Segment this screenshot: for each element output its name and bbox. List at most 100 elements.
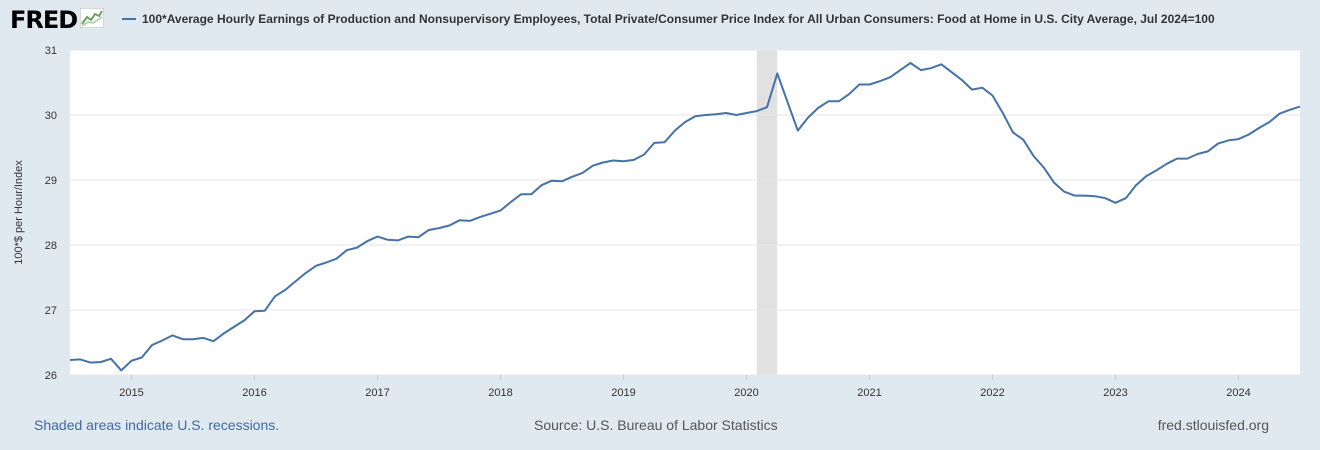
data-point (664, 141, 666, 143)
data-point (448, 225, 450, 227)
data-point (489, 213, 491, 215)
data-point (69, 359, 71, 361)
data-point (951, 71, 953, 73)
data-point (182, 338, 184, 340)
data-point (971, 89, 973, 91)
site-link[interactable]: fred.stlouisfed.org (1157, 417, 1269, 433)
data-point (469, 220, 471, 222)
data-point (1094, 195, 1096, 197)
data-point (1135, 184, 1137, 186)
data-point (653, 142, 655, 144)
data-point (582, 172, 584, 174)
data-point (787, 101, 789, 103)
data-point (500, 210, 502, 212)
data-point (161, 340, 163, 342)
data-point (981, 87, 983, 89)
data-point (438, 227, 440, 229)
data-point (79, 358, 81, 360)
data-point (858, 83, 860, 85)
data-point (1053, 182, 1055, 184)
data-point (1125, 197, 1127, 199)
data-point (1197, 153, 1199, 155)
data-point (828, 100, 830, 102)
y-axis-label: 100*$ per Hour/Index (13, 160, 25, 265)
data-point (869, 83, 871, 85)
data-point (1258, 127, 1260, 129)
data-point (346, 249, 348, 251)
header: FRED 100*Average Hourly Earnings of Prod… (0, 0, 1320, 40)
data-point (715, 113, 717, 115)
data-point (479, 216, 481, 218)
x-tick-label: 2016 (242, 387, 266, 399)
data-point (725, 112, 727, 114)
data-point (1166, 163, 1168, 165)
data-point (459, 219, 461, 221)
x-tick-label: 2018 (488, 387, 512, 399)
data-point (541, 184, 543, 186)
y-tick-label: 30 (45, 110, 57, 122)
data-point (684, 121, 686, 123)
data-point (623, 160, 625, 162)
source-note: Source: U.S. Bureau of Labor Statistics (534, 417, 778, 433)
data-point (551, 180, 553, 182)
data-point (1012, 132, 1014, 134)
data-point (1002, 112, 1004, 114)
data-point (377, 236, 379, 238)
data-point (1207, 150, 1209, 152)
data-point (612, 160, 614, 162)
data-point (1084, 195, 1086, 197)
data-point (213, 340, 215, 342)
data-point (1186, 158, 1188, 160)
data-point (172, 334, 174, 336)
x-tick-label: 2017 (365, 387, 389, 399)
legend-label: 100*Average Hourly Earnings of Productio… (142, 12, 1215, 26)
data-point (336, 258, 338, 260)
data-point (1268, 121, 1270, 123)
data-point (1176, 158, 1178, 160)
data-point (899, 69, 901, 71)
y-tick-label: 26 (45, 370, 57, 382)
data-point (1033, 155, 1035, 157)
data-point (202, 337, 204, 339)
x-tick-label: 2015 (119, 387, 143, 399)
data-point (848, 93, 850, 95)
y-tick-label: 29 (45, 175, 57, 187)
data-point (510, 201, 512, 203)
data-point (838, 100, 840, 102)
data-point (530, 193, 532, 195)
y-tick-label: 28 (45, 240, 57, 252)
data-point (131, 360, 133, 362)
data-point (356, 247, 358, 249)
data-point (633, 159, 635, 161)
data-point (746, 112, 748, 114)
line-chart: 26 27 28 29 30 31 2015 2016 2017 2018 2019 2020 2021… (13, 45, 1301, 399)
data-point (141, 356, 143, 358)
data-point (120, 369, 122, 371)
data-point (756, 110, 758, 112)
data-point (520, 193, 522, 195)
x-tick-label: 2023 (1103, 387, 1127, 399)
series-line (69, 62, 1301, 372)
data-point (387, 239, 389, 241)
data-point (100, 361, 102, 363)
data-point (797, 130, 799, 132)
x-tick-label: 2019 (611, 387, 635, 399)
legend-swatch (122, 18, 136, 20)
data-point (674, 130, 676, 132)
y-tick-label: 27 (45, 305, 57, 317)
y-tick-label: 31 (45, 45, 57, 57)
data-point (1217, 143, 1219, 145)
data-point (233, 326, 235, 328)
data-point (1227, 139, 1229, 141)
data-point (920, 69, 922, 71)
recession-note[interactable]: Shaded areas indicate U.S. recessions. (34, 417, 280, 433)
data-point (602, 161, 604, 163)
data-point (1074, 195, 1076, 197)
data-point (694, 115, 696, 117)
data-point (407, 236, 409, 238)
data-point (705, 114, 707, 116)
fred-logo-text: FRED (10, 5, 78, 34)
chart-legend: 100*Average Hourly Earnings of Productio… (122, 12, 1215, 26)
data-point (1299, 106, 1301, 108)
data-point (1248, 134, 1250, 136)
